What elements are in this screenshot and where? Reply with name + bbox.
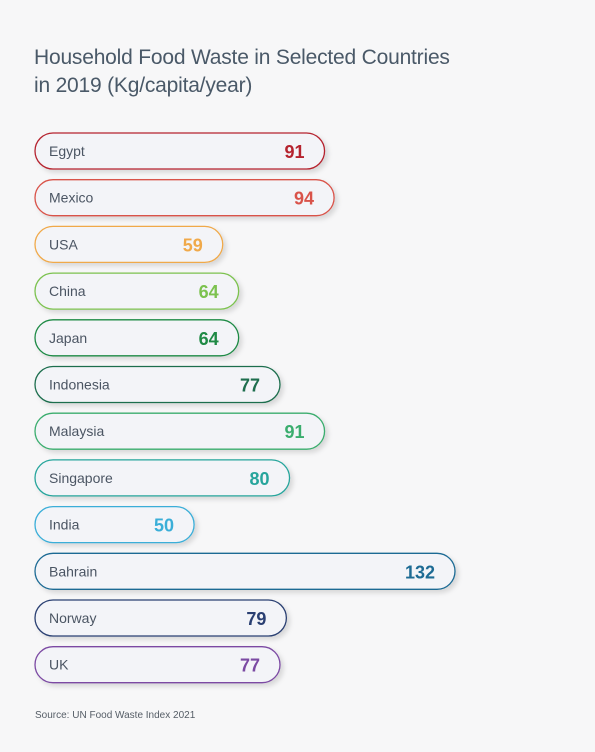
bar-shape-usa — [34, 225, 224, 264]
bar-shape-egypt — [34, 132, 326, 170]
bar-indonesia: Indonesia 77 — [34, 365, 281, 404]
category-label-uk: UK — [49, 657, 69, 673]
bar-china: China 64 — [34, 272, 240, 310]
bar-shape-malaysia — [34, 412, 326, 450]
value-label-bahrain: 132 — [405, 562, 435, 582]
value-label-malaysia: 91 — [285, 422, 305, 442]
bar-malaysia: Malaysia 91 — [34, 412, 326, 450]
category-label-bahrain: Bahrain — [49, 563, 97, 579]
value-label-japan: 64 — [199, 329, 219, 349]
bar-shape-uk — [34, 646, 281, 684]
bar-mexico: Mexico 94 — [34, 179, 335, 217]
bar-usa: USA 59 — [34, 225, 224, 264]
bar-shape-mexico — [34, 179, 335, 217]
bar-uk: UK 77 — [34, 646, 281, 684]
value-label-indonesia: 77 — [240, 376, 260, 396]
value-label-usa: 59 — [183, 235, 203, 255]
bar-shape-china — [34, 272, 240, 310]
bar-shape-indonesia — [34, 365, 281, 404]
bar-india: India 50 — [34, 505, 195, 544]
bar-shape-japan — [34, 319, 240, 357]
bar-norway: Norway 79 — [34, 599, 288, 637]
value-label-norway: 79 — [246, 609, 266, 629]
category-label-norway: Norway — [49, 610, 96, 626]
bar-japan: Japan 64 — [34, 319, 240, 357]
value-label-india: 50 — [154, 516, 174, 536]
category-label-usa: USA — [49, 236, 78, 252]
value-label-mexico: 94 — [294, 189, 314, 209]
category-label-malaysia: Malaysia — [49, 423, 104, 439]
bar-shape-bahrain — [34, 552, 456, 590]
bar-shape-india — [34, 505, 195, 544]
chart-title-line-2: in 2019 (Kg/capita/year) — [34, 74, 253, 97]
value-label-uk: 77 — [240, 656, 260, 676]
category-label-china: China — [49, 283, 86, 299]
chart-title: Household Food Waste in Selected Countri… — [34, 44, 554, 100]
value-label-china: 64 — [199, 282, 219, 302]
category-label-egypt: Egypt — [49, 143, 85, 159]
category-label-mexico: Mexico — [49, 190, 94, 206]
bar-shape-singapore — [34, 459, 291, 497]
chart-title-line-1: Household Food Waste in Selected Countri… — [34, 46, 450, 69]
value-label-egypt: 91 — [285, 142, 305, 162]
bar-singapore: Singapore 80 — [34, 459, 291, 497]
bar-bahrain: Bahrain 132 — [34, 552, 456, 590]
bar-egypt: Egypt 91 — [34, 132, 326, 170]
value-label-singapore: 80 — [250, 469, 270, 489]
category-label-indonesia: Indonesia — [49, 377, 110, 393]
bar-shape-norway — [34, 599, 288, 637]
category-label-japan: Japan — [49, 330, 87, 346]
source-note: Source: UN Food Waste Index 2021 — [35, 710, 196, 721]
category-label-india: India — [49, 517, 80, 533]
category-label-singapore: Singapore — [49, 470, 113, 486]
